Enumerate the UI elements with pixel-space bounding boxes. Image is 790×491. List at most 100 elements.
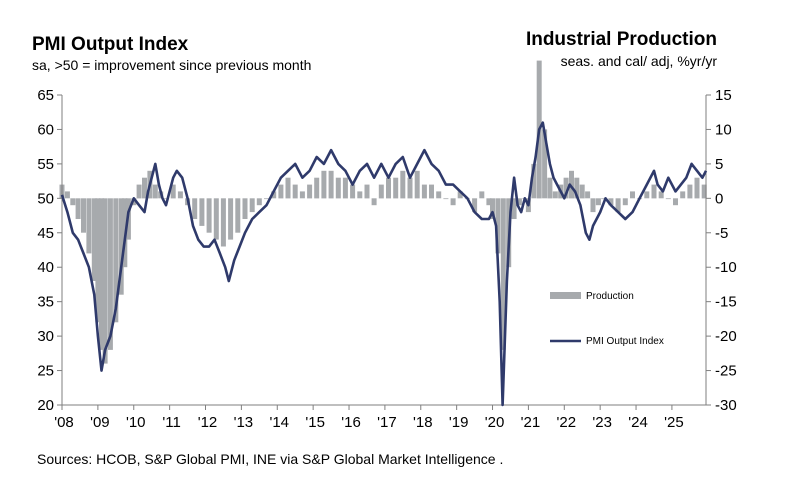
production-bar — [665, 198, 671, 200]
production-bar — [118, 198, 124, 295]
production-bar — [70, 198, 76, 206]
right-tick-label: 15 — [715, 87, 732, 104]
production-bar — [511, 198, 517, 219]
left-tick-label: 30 — [37, 328, 54, 345]
production-bar — [574, 177, 580, 199]
production-bar — [500, 198, 506, 350]
left-axis-title: PMI Output Index — [32, 34, 189, 55]
x-tick-label: '08 — [54, 414, 74, 431]
production-bar — [364, 184, 370, 199]
production-bar — [357, 191, 363, 199]
left-tick-label: 40 — [37, 259, 54, 276]
production-bar — [278, 184, 284, 199]
x-tick-label: '24 — [628, 414, 648, 431]
production-bar — [249, 198, 255, 213]
production-bar — [687, 184, 693, 199]
production-bar — [75, 198, 81, 219]
left-tick-label: 55 — [37, 156, 54, 173]
production-bar — [495, 198, 501, 254]
production-bar — [563, 177, 569, 199]
production-bar — [680, 191, 686, 199]
production-bar — [271, 191, 277, 199]
x-tick-label: '17 — [377, 414, 397, 431]
production-bar — [622, 198, 628, 206]
legend-production-label: Production — [586, 291, 634, 302]
production-bar — [228, 198, 234, 240]
right-tick-label: 10 — [715, 121, 732, 138]
right-tick-label: -30 — [715, 397, 737, 414]
production-bar — [490, 198, 495, 219]
x-tick-label: '11 — [162, 414, 180, 431]
production-bar — [436, 191, 442, 199]
production-bar — [99, 198, 104, 350]
production-bar — [400, 170, 406, 199]
production-bar — [177, 191, 183, 199]
production-bar — [486, 198, 492, 206]
legend: Production PMI Output Index — [550, 291, 664, 347]
production-bar — [547, 177, 553, 199]
production-bar — [615, 198, 621, 213]
production-bars — [59, 60, 707, 364]
production-bar — [107, 198, 113, 350]
production-bar — [429, 184, 434, 199]
left-tick-label: 65 — [37, 87, 54, 104]
production-bar — [136, 184, 142, 199]
production-bar — [585, 191, 591, 199]
production-bar — [516, 198, 522, 206]
production-bar — [235, 198, 241, 233]
production-bar — [579, 184, 585, 199]
legend-production-swatch — [550, 292, 581, 299]
production-bar — [342, 177, 348, 199]
production-bar — [651, 184, 657, 199]
x-tick-label: '13 — [234, 414, 254, 431]
production-bar — [414, 170, 420, 199]
production-bar — [701, 184, 707, 199]
production-bar — [472, 198, 478, 213]
x-tick-label: '21 — [521, 414, 541, 431]
left-tick-label: 50 — [37, 190, 54, 207]
production-bar — [86, 198, 92, 254]
production-bar — [644, 191, 650, 199]
x-tick-label: '25 — [664, 414, 684, 431]
production-bar — [242, 198, 248, 219]
production-bar — [531, 163, 537, 199]
production-bar — [694, 177, 700, 199]
x-tick-label: '19 — [449, 414, 469, 431]
production-bar — [91, 198, 97, 281]
production-bar — [285, 177, 291, 199]
production-bar — [673, 198, 678, 206]
production-bar — [220, 198, 226, 247]
production-bar — [590, 198, 596, 213]
production-bar — [407, 177, 413, 199]
production-bar — [213, 198, 219, 240]
production-bar — [479, 191, 485, 199]
production-bar — [206, 198, 212, 233]
right-tick-label: -15 — [715, 294, 737, 311]
left-tick-label: 25 — [37, 363, 54, 380]
production-bar — [321, 170, 327, 199]
production-bar — [601, 198, 607, 200]
x-tick-label: '09 — [90, 414, 110, 431]
production-bar — [292, 184, 298, 199]
production-bar — [314, 177, 320, 199]
production-bar — [378, 184, 384, 199]
x-tick-label: '12 — [198, 414, 218, 431]
production-bar — [152, 184, 158, 199]
x-tick-label: '15 — [305, 414, 325, 431]
production-bar — [386, 177, 391, 199]
right-tick-label: -20 — [715, 328, 737, 345]
left-tick-label: 20 — [37, 397, 54, 414]
right-axis-subtitle: seas. and cal/ adj, %yr/yr — [560, 53, 717, 69]
production-bar — [95, 198, 101, 323]
right-axis-title: Industrial Production — [525, 29, 717, 50]
pmi-output-line — [60, 121, 708, 407]
production-bar — [569, 170, 574, 199]
production-bar — [393, 177, 399, 199]
source-note: Sources: HCOB, S&P Global PMI, INE via S… — [37, 451, 504, 467]
production-bar — [552, 191, 558, 199]
production-bar — [64, 191, 70, 199]
right-tick-label: -10 — [715, 259, 737, 276]
production-bar — [163, 198, 169, 200]
